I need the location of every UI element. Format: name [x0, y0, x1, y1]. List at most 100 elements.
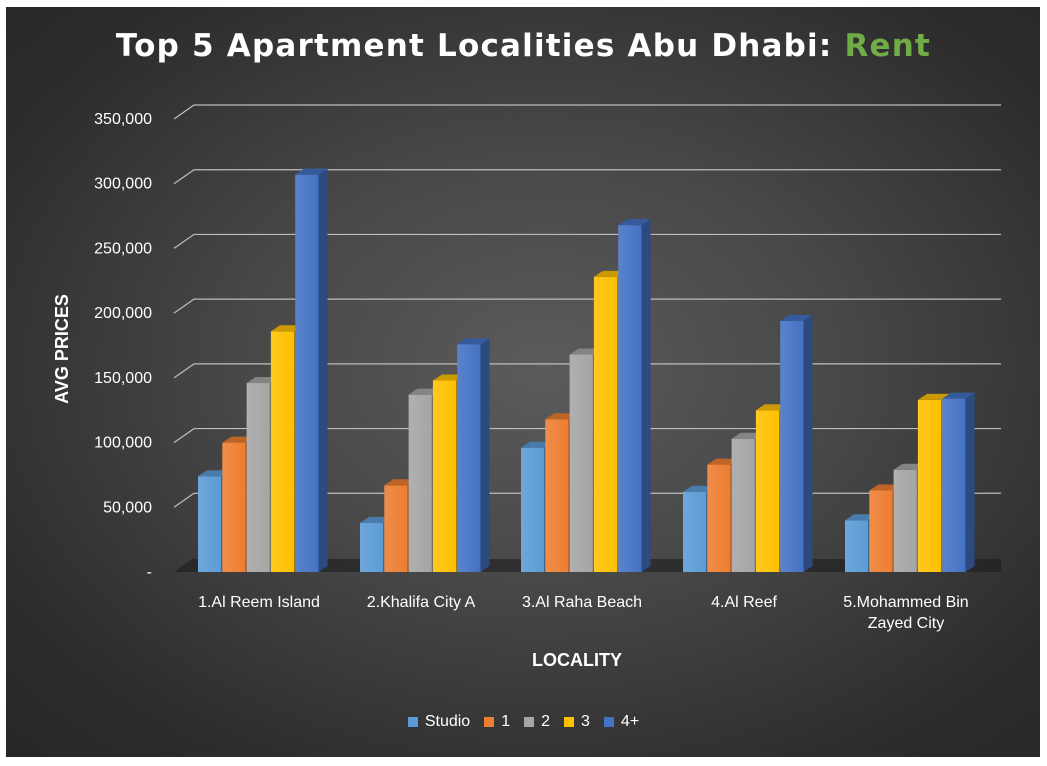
bar-4-4	[942, 392, 975, 572]
bar-front	[457, 344, 481, 572]
bar-side	[641, 219, 651, 573]
chart-title: Top 5 Apartment Localities Abu Dhabi: Re…	[0, 28, 1047, 64]
bar-front	[545, 419, 569, 572]
legend-swatch	[524, 717, 535, 727]
bar-front	[618, 225, 642, 573]
bar-front	[360, 522, 384, 572]
bar-top	[869, 484, 902, 491]
legend-item: 1	[484, 713, 510, 731]
bar-top	[360, 516, 393, 523]
bar-2-4	[618, 219, 651, 573]
bar-front	[198, 476, 222, 572]
category-label: 1.Al Reem Island	[198, 594, 320, 611]
bar-top	[545, 413, 578, 420]
bar-front	[593, 276, 618, 572]
bar-top	[618, 219, 651, 226]
bar-front	[246, 383, 270, 572]
bar-front	[869, 490, 893, 572]
bar-top	[246, 377, 279, 384]
bar-top	[780, 314, 813, 321]
legend-swatch	[484, 717, 495, 727]
bar-top	[917, 393, 951, 400]
bar-front	[222, 442, 246, 572]
bar-front	[432, 380, 457, 572]
y-tick-label: 150,000	[94, 370, 152, 387]
category-label: 5.Mohammed Bin	[843, 594, 968, 611]
bar-front	[731, 438, 755, 572]
y-tick-label: -	[147, 564, 152, 581]
legend-label: 3	[581, 713, 590, 730]
bar-front	[942, 398, 966, 572]
category-label: 3.Al Raha Beach	[522, 594, 642, 611]
category-labels: 1.Al Reem Island 2.Khalifa City A 3.Al Rah…	[198, 594, 969, 632]
legend-label: Studio	[424, 713, 471, 730]
x-axis-title: LOCALITY	[532, 650, 622, 670]
chart-area	[6, 7, 1040, 757]
bar-front	[683, 491, 707, 572]
bar-top	[731, 432, 764, 439]
gridline	[173, 363, 1001, 379]
bar-front	[384, 485, 408, 572]
bar-front	[707, 464, 731, 572]
legend-label: 1	[501, 713, 511, 730]
y-axis-ticks: - 50,000 100,000 150,000 200,000 250,000 300,0…	[94, 111, 152, 581]
bar-side	[480, 338, 490, 572]
y-tick-label: 250,000	[94, 240, 152, 257]
bar-top	[432, 374, 466, 381]
bar-top	[942, 392, 975, 399]
legend-item: 3	[564, 713, 590, 731]
bar-front	[845, 520, 869, 572]
bar-top	[707, 458, 740, 465]
legend-label: 4+	[620, 713, 640, 730]
bar-top	[222, 436, 255, 443]
y-tick-label: 50,000	[103, 499, 152, 516]
bar-top	[593, 270, 627, 277]
bar-top	[198, 470, 231, 477]
bar-1-4	[457, 338, 490, 572]
bar-top	[384, 479, 417, 486]
chart-title-main: Top 5 Apartment Localities Abu Dhabi:	[115, 28, 845, 64]
bar-top	[295, 168, 328, 175]
bar-top	[521, 441, 554, 448]
bar-top	[408, 388, 441, 395]
bar-top	[683, 485, 716, 492]
legend-label: 2	[541, 713, 551, 730]
bar-top	[270, 325, 304, 332]
y-tick-label: 200,000	[94, 305, 152, 322]
legend-swatch	[564, 717, 575, 727]
bar-front	[295, 174, 319, 572]
y-axis-title: AVG PRICES	[52, 294, 72, 404]
category-label: Zayed City	[868, 615, 944, 632]
legend-item: 2	[524, 713, 550, 731]
category-label: 4.Al Reef	[711, 594, 777, 611]
bar-3-4	[780, 314, 813, 572]
y-tick-label: 300,000	[94, 176, 152, 193]
bar-top	[457, 338, 490, 345]
bar-front	[270, 331, 295, 572]
bar-front	[521, 447, 545, 572]
bar-0-4	[295, 168, 328, 572]
gridline	[173, 427, 1001, 444]
y-tick-label: 100,000	[94, 435, 152, 452]
bar-top	[845, 514, 878, 521]
bar-front	[569, 354, 593, 572]
category-label: 2.Khalifa City A	[367, 594, 476, 611]
legend-item: Studio	[407, 713, 471, 731]
bar-front	[893, 469, 917, 572]
bar-side	[965, 392, 975, 572]
bar-side	[318, 168, 328, 572]
bar-top	[755, 404, 789, 411]
bar-top	[569, 348, 602, 355]
gridline	[173, 233, 1001, 249]
y-tick-label: 350,000	[94, 111, 152, 128]
gridline	[173, 169, 1001, 185]
legend-swatch	[603, 717, 614, 727]
bar-front	[780, 320, 804, 572]
bar-top	[893, 463, 926, 470]
bar-side	[803, 314, 813, 572]
bars	[198, 168, 975, 573]
legend-item: 4+	[603, 713, 640, 731]
chart-title-accent: Rent	[844, 28, 932, 64]
legend-swatch	[407, 717, 418, 727]
